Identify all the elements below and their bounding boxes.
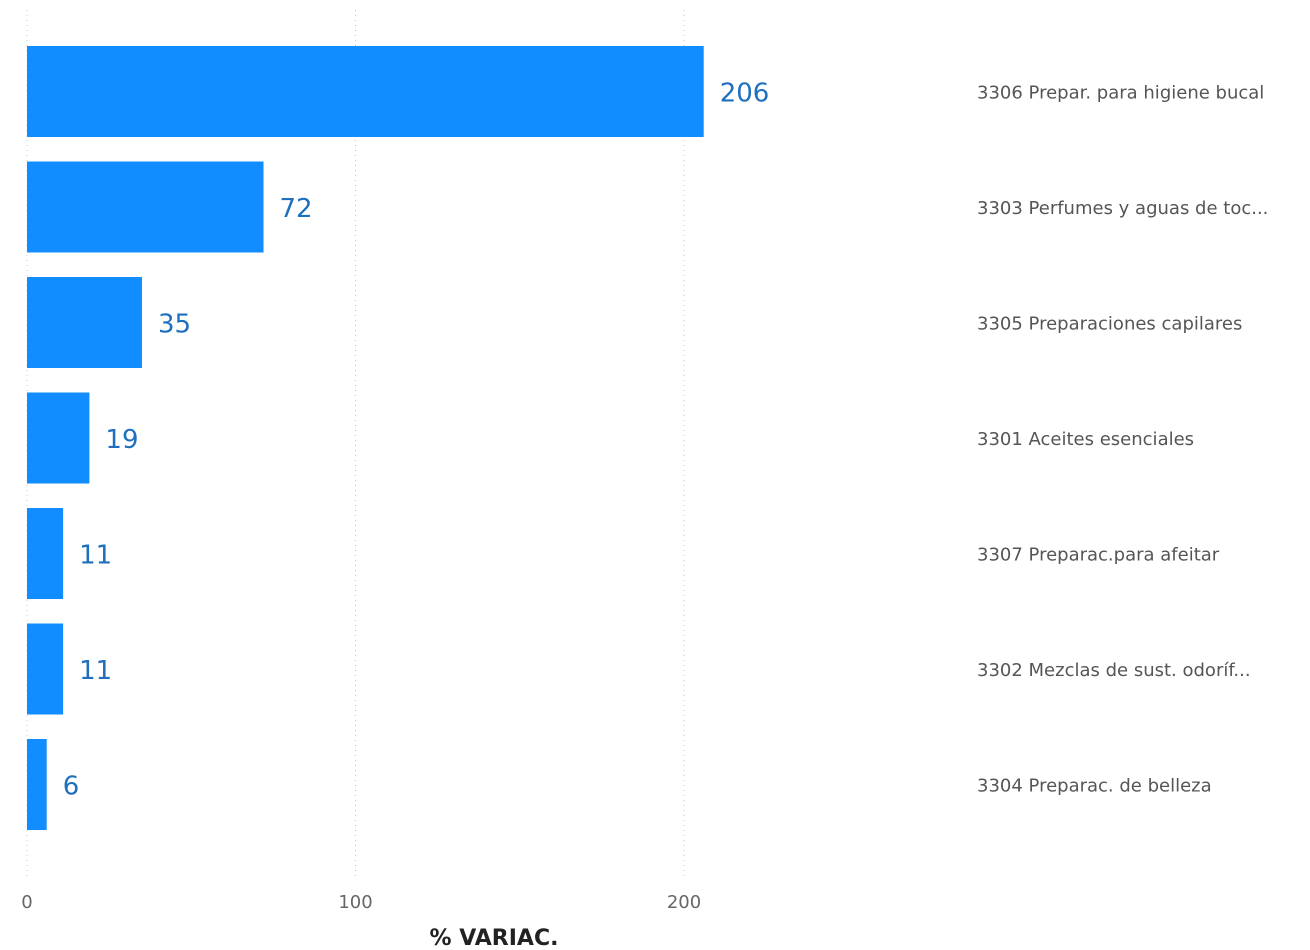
x-tick-layer: 0 100 200 [21,892,701,913]
category-label-2: 3305 Preparaciones capilares [977,314,1242,335]
category-label-0: 3306 Prepar. para higiene bucal [977,83,1264,104]
data-label-1: 72 [280,194,313,224]
bar-6[interactable] [27,739,47,830]
category-label-1: 3303 Perfumes y aguas de toc... [977,198,1268,219]
category-label-3: 3301 Aceites esenciales [977,429,1194,450]
category-label-layer: 3306 Prepar. para higiene bucal 3303 Perf… [977,83,1268,797]
x-axis-title: % VARIAC. [430,926,559,950]
x-tick-label-100: 100 [338,892,372,913]
data-label-0: 206 [720,79,770,109]
x-tick-label-0: 0 [21,892,32,913]
data-label-5: 11 [79,656,112,686]
bar-1[interactable] [27,161,264,253]
category-label-4: 3307 Preparac.para afeitar [977,545,1220,566]
data-label-6: 6 [63,772,80,802]
data-label-2: 35 [158,310,191,340]
bar-4[interactable] [27,508,64,599]
category-label-6: 3304 Preparac. de belleza [977,776,1212,797]
bar-3[interactable] [27,392,90,484]
bar-5[interactable] [27,623,64,715]
data-label-3: 19 [105,425,138,455]
bar-0[interactable] [27,46,704,137]
bar-2[interactable] [27,277,142,368]
x-tick-label-200: 200 [667,892,701,913]
data-label-layer: 206 72 35 19 11 11 6 [63,79,770,802]
bar-layer [27,46,704,830]
data-label-4: 11 [79,541,112,571]
category-label-5: 3302 Mezclas de sust. odoríf... [977,660,1251,681]
